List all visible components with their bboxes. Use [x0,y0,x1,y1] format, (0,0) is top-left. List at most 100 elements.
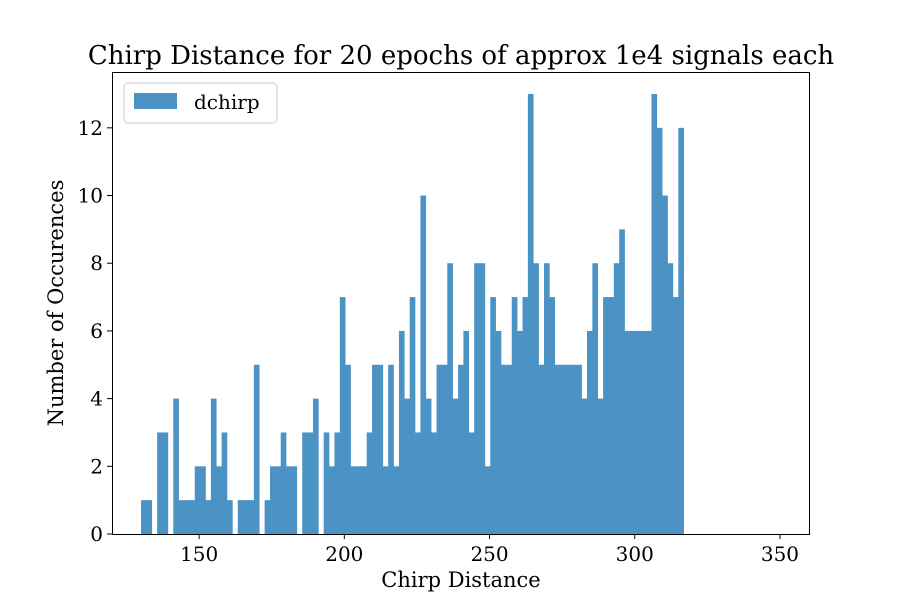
histogram-bar [576,364,582,534]
histogram-bar [501,364,507,534]
histogram-bar [447,263,453,534]
histogram-bar [678,127,684,534]
histogram-bar [404,398,410,534]
histogram-bar [377,364,384,534]
histogram-bar [173,398,179,534]
legend-label-dchirp: dchirp [194,90,260,114]
histogram-bar [178,500,185,534]
histogram-bar [162,432,169,534]
histogram-bar [264,500,271,534]
y-tick-label: 8 [90,251,103,275]
histogram-bar [506,364,513,534]
histogram-bar [157,432,163,534]
histogram-bar [549,297,556,534]
histogram-bar [468,432,475,534]
histogram-bar [253,364,260,534]
histogram-bar [302,432,308,534]
legend: dchirp [123,82,278,124]
histogram-bar [463,330,470,534]
histogram-bar [366,432,373,534]
x-tick-label: 300 [616,542,654,566]
y-tick-label: 10 [78,184,103,208]
histogram-bar [619,229,625,534]
histogram-bar [393,466,400,534]
x-tick-label: 250 [470,542,508,566]
histogram-bar [291,466,298,534]
histogram-bar [382,466,389,534]
histogram-bar [334,432,341,534]
histogram-bar [420,195,427,535]
histogram-bar [216,466,222,534]
histogram-bar [635,330,641,534]
histogram-bar [543,263,550,534]
histogram-bar [388,364,394,534]
histogram-bar [210,398,217,534]
histogram-bar [409,297,416,534]
x-tick-label: 350 [761,542,799,566]
histogram-bar [146,500,153,534]
histogram-bar [522,297,529,534]
histogram-bar [608,297,615,534]
histogram-bar [581,398,588,534]
y-axis-ticks: 0 2 4 6 8 10 12 [78,116,112,546]
histogram-bar [613,263,620,534]
histogram-bar [329,466,335,534]
histogram-bar [474,263,480,534]
x-axis-ticks: 150 200 250 300 350 [180,534,799,566]
histogram-bar [436,364,443,534]
histogram-bar [586,330,593,534]
histogram-bar [372,364,378,534]
histogram-bar [141,500,147,534]
histogram-bar [243,500,249,534]
histogram-bar [592,263,599,534]
legend-swatch [134,93,177,109]
histogram-bar [345,364,351,534]
histogram-bar [517,330,523,534]
histogram-bar [511,297,518,534]
histogram-bar [355,466,362,534]
histogram-bar [640,330,647,534]
histogram-bar [651,94,658,534]
histogram-bar [560,364,566,534]
histogram-bar [286,466,292,534]
histogram-bar [339,297,346,534]
histogram-bar [672,297,679,534]
histogram-bar [431,432,437,534]
histogram-bar [458,364,464,534]
x-tick-label: 200 [325,542,363,566]
plot-frame [112,72,810,535]
histogram-bar [269,466,276,534]
histogram-bar [527,94,534,534]
x-tick-label: 150 [180,542,218,566]
histogram-bar [629,330,636,534]
histogram-bar [484,466,491,534]
y-axis-label: Number of Occurences [44,180,68,427]
histogram-bar [495,330,502,534]
histogram-bar [307,432,314,534]
histogram-bar [275,466,282,534]
histogram-bar [554,364,561,534]
histogram-bar [361,466,367,534]
histogram-bar [538,364,545,534]
histogram-bar [248,500,255,534]
histogram-bar [565,364,572,534]
histogram-bar [646,330,652,534]
histogram-bar [312,398,319,534]
histogram-bar [237,500,244,534]
histogram-bar [398,330,405,534]
histogram-bar [184,500,190,534]
y-tick-label: 6 [90,319,103,343]
histogram-bar [570,364,577,534]
histogram-bar [490,297,496,534]
histogram-bar [350,466,357,534]
histogram-bar [479,263,486,534]
histogram-bar [667,263,674,534]
histogram-bar [452,398,459,534]
y-tick-label: 12 [78,116,103,140]
histogram-bar [597,398,604,534]
histogram-bar [280,432,287,534]
histogram-bar [533,263,539,534]
histogram-bar [415,432,421,534]
histogram-bar [189,500,196,534]
x-axis-label: Chirp Distance [381,568,540,592]
